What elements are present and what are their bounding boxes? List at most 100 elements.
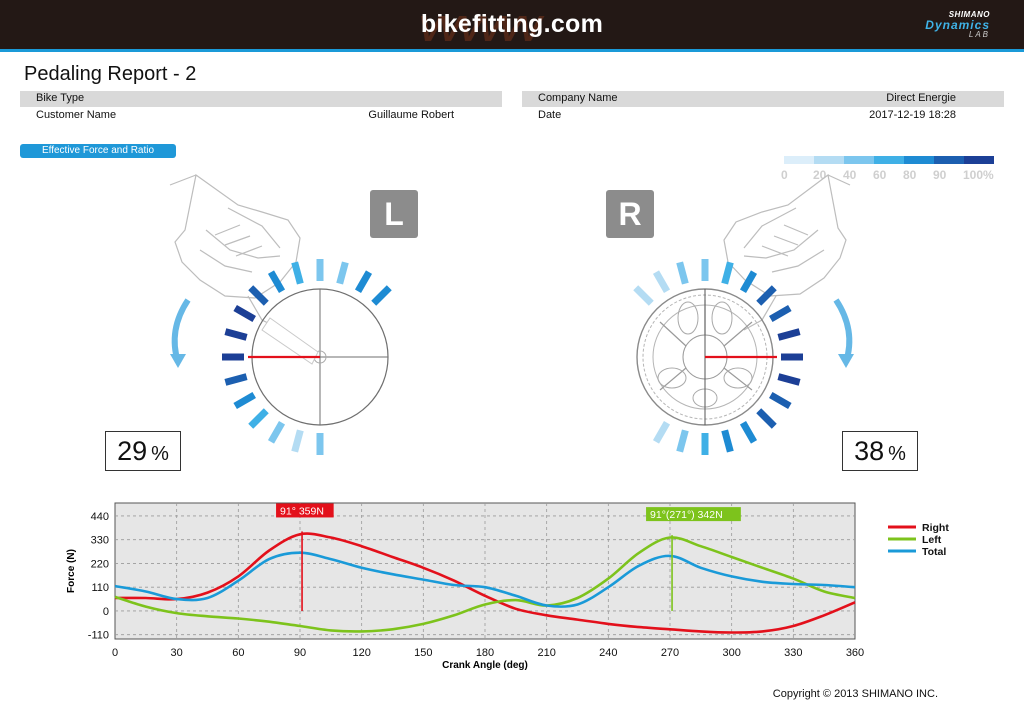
chart-y-axis-label: Force (N)	[66, 549, 77, 593]
scale-label: 90	[933, 168, 947, 182]
logo-line-2: Dynamics	[925, 18, 990, 32]
x-tick-label: 90	[294, 647, 306, 659]
x-tick-label: 180	[476, 647, 494, 659]
force-bar	[248, 408, 269, 429]
legend-label-right: Right	[922, 522, 949, 534]
force-bar	[222, 353, 244, 361]
section-effective-force: Effective Force and Ratio	[20, 144, 176, 158]
scale-labels: 0 20 40 60 80 90 100%	[781, 168, 994, 182]
left-rotation-arrowhead-icon	[170, 354, 186, 368]
force-bar	[267, 270, 286, 293]
chart-series	[114, 532, 856, 634]
left-percent-value: 29	[117, 436, 148, 466]
force-bar	[676, 429, 689, 453]
bike-type-row: Bike Type	[20, 91, 502, 107]
force-bar	[233, 391, 256, 410]
right-force-bars	[633, 259, 803, 455]
shimano-dynamics-logo: SHIMANO Dynamics LAB	[925, 10, 990, 40]
force-bar	[739, 421, 758, 444]
left-rotation-arrow-icon	[171, 298, 191, 363]
left-effective-ratio: 29%	[105, 431, 181, 471]
x-tick-label: 210	[537, 647, 555, 659]
force-bar	[769, 304, 792, 323]
scale-label: 100%	[963, 168, 994, 182]
force-bar	[224, 373, 248, 386]
header-bar: VVVVVV bikefitting.com SHIMANO Dynamics …	[0, 0, 1024, 52]
scale-label: 0	[781, 168, 788, 182]
force-bar	[777, 373, 801, 386]
x-tick-label: 150	[414, 647, 432, 659]
x-tick-label: 30	[171, 647, 183, 659]
x-tick-label: 270	[661, 647, 679, 659]
scale-swatches	[784, 156, 994, 164]
force-bar	[676, 261, 689, 285]
force-bar	[316, 259, 324, 281]
annotation-label-box	[646, 507, 741, 522]
force-bar	[224, 328, 248, 341]
scale-swatch	[844, 156, 874, 164]
copyright-text: Copyright © 2013 SHIMANO INC.	[772, 688, 938, 700]
chart-y-ticks: 440 330 220 110 0 -110	[88, 511, 109, 642]
x-tick-label: 120	[352, 647, 370, 659]
brand-title: bikefitting.com	[420, 10, 604, 38]
left-pedal-badge: L	[370, 190, 418, 238]
right-pedal-badge: R	[606, 190, 654, 238]
chart-annotations: 91° 359N 91°(271°) 342N	[276, 503, 741, 611]
annotation-label-box	[276, 503, 334, 518]
logo-line-3: LAB	[968, 30, 990, 39]
right-percent-unit: %	[888, 443, 906, 465]
left-percent-unit: %	[151, 443, 169, 465]
customer-label: Customer Name	[36, 109, 117, 121]
force-bar	[701, 433, 709, 455]
x-tick-label: 330	[784, 647, 802, 659]
series-line-right	[114, 532, 856, 634]
y-tick-label: 0	[103, 606, 109, 618]
force-bar	[233, 304, 256, 323]
logo-line-1: SHIMANO	[948, 10, 990, 19]
y-tick-label: 220	[91, 558, 109, 570]
company-row: Company Name Direct Energie	[522, 91, 1004, 107]
y-tick-label: -110	[88, 630, 109, 642]
force-bar	[756, 285, 777, 306]
force-bar	[248, 285, 269, 306]
force-bar	[721, 261, 734, 285]
scale-swatch	[934, 156, 964, 164]
scale-swatch	[784, 156, 814, 164]
scale-label: 80	[903, 168, 917, 182]
company-value: Direct Energie	[886, 92, 956, 104]
customer-value: Guillaume Robert	[368, 109, 454, 121]
customer-row: Customer Name Guillaume Robert	[20, 108, 502, 124]
right-percent-value: 38	[854, 436, 885, 466]
y-tick-label: 440	[91, 511, 109, 523]
right-chainring	[636, 288, 774, 426]
series-line-left	[114, 536, 856, 633]
left-shoe-illustration	[169, 173, 301, 331]
force-bar	[291, 261, 304, 285]
force-bar	[267, 421, 286, 444]
force-bar	[777, 328, 801, 341]
scale-label: 60	[873, 168, 887, 182]
force-bar	[756, 408, 777, 429]
date-label: Date	[538, 109, 562, 121]
bike-type-label: Bike Type	[36, 92, 85, 104]
date-value: 2017-12-19 18:28	[869, 109, 956, 121]
force-bar	[652, 421, 671, 444]
brand-watermark: VVVVVV	[418, 8, 542, 49]
x-tick-label: 240	[599, 647, 617, 659]
annotation-label: 91° 359N	[280, 505, 324, 517]
scale-swatch	[904, 156, 934, 164]
force-ratio-scale: 0 20 40 60 80 90 100%	[781, 156, 994, 182]
force-bar	[739, 270, 758, 293]
x-tick-label: 0	[112, 647, 118, 659]
force-bar	[291, 429, 304, 453]
force-bar	[316, 433, 324, 455]
date-row: Date 2017-12-19 18:28	[522, 108, 1004, 124]
force-bar	[769, 391, 792, 410]
legend-label-total: Total	[922, 546, 946, 558]
force-bar	[721, 429, 734, 453]
page-title: Pedaling Report - 2	[24, 63, 197, 85]
scale-swatch	[874, 156, 904, 164]
pedal-diagrams	[169, 173, 854, 455]
left-force-bars	[222, 259, 392, 455]
